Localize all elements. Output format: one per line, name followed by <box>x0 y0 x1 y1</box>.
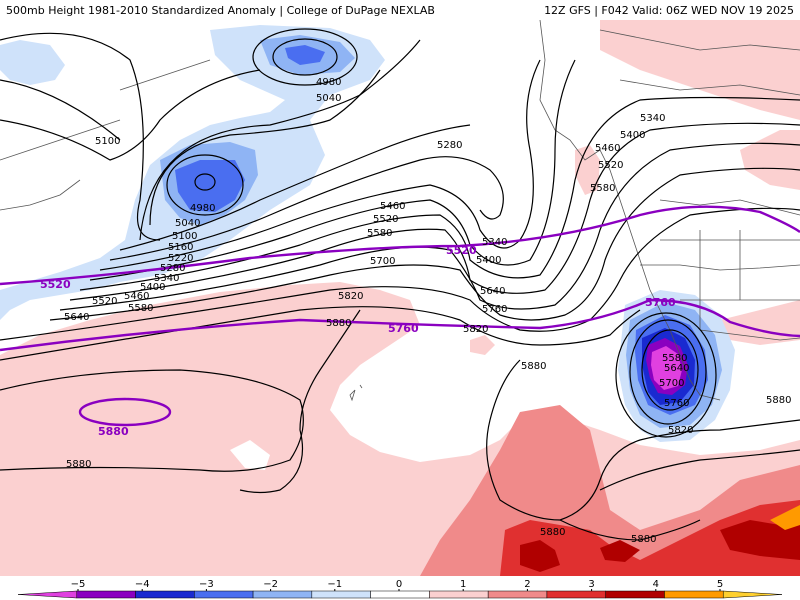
legend-swatch <box>252 590 313 599</box>
climatology-label: 5760 <box>388 322 419 335</box>
contour-label: 5640 <box>64 312 89 323</box>
contour-label: 5580 <box>367 228 392 239</box>
contour-label: 5040 <box>175 218 200 229</box>
contour-label: 5280 <box>160 263 185 274</box>
height-contours <box>0 28 800 541</box>
legend-swatch <box>311 590 371 599</box>
contour-label: 5100 <box>172 231 197 242</box>
legend-tick-label: 5 <box>717 579 723 590</box>
legend-swatch <box>487 590 548 599</box>
legend-tick-label: 4 <box>653 579 659 590</box>
legend-swatch <box>194 590 254 599</box>
legend-swatches <box>17 590 783 599</box>
legend-tick-label: 1 <box>460 579 466 590</box>
negative-anomaly-fill <box>0 25 735 442</box>
contour-label: 5520 <box>598 160 623 171</box>
climatology-label: 5760 <box>645 296 676 309</box>
contour-label: 5340 <box>482 237 507 248</box>
contour-label: 5400 <box>476 255 501 266</box>
contour-label: 5700 <box>370 256 395 267</box>
climatology-contours <box>0 205 800 427</box>
contour-label: 5580 <box>128 303 153 314</box>
height-contour-labels: 5100 4980 5040 4980 5040 5100 5160 5220 … <box>64 77 791 545</box>
color-scale-legend: −5 −4 −3 −2 −1 0 1 2 3 4 5 <box>0 576 800 600</box>
contour-label: 5880 <box>66 459 91 470</box>
contour-label: 5880 <box>766 395 791 406</box>
legend-swatch <box>76 590 136 599</box>
contour-label: 5460 <box>124 291 149 302</box>
legend-swatch <box>370 590 430 599</box>
contour-label: 5760 <box>664 398 689 409</box>
legend-swatch <box>722 590 783 599</box>
contour-label: 5880 <box>326 318 351 329</box>
contour-label: 5640 <box>480 286 505 297</box>
contour-label: 5820 <box>463 324 488 335</box>
anomaly-map: 5100 4980 5040 4980 5040 5100 5160 5220 … <box>0 20 800 576</box>
contour-label: 5880 <box>540 527 565 538</box>
climatology-label: 5520 <box>40 278 71 291</box>
legend-swatch <box>17 590 78 599</box>
legend-swatch <box>429 590 489 599</box>
legend-swatch <box>605 590 665 599</box>
contour-label: 5880 <box>631 534 656 545</box>
contour-label: 4980 <box>316 77 341 88</box>
contour-label: 5400 <box>620 130 645 141</box>
legend-tick-label: −4 <box>135 579 150 590</box>
legend-swatch <box>546 590 606 599</box>
climatology-contour-labels: 5520 5520 5760 5760 5880 <box>40 244 676 438</box>
climatology-label: 5520 <box>446 244 477 257</box>
contour-label: 5820 <box>338 291 363 302</box>
contour-label: 5700 <box>659 378 684 389</box>
contour-label: 5340 <box>640 113 665 124</box>
contour-label: 5520 <box>373 214 398 225</box>
legend-tick-label: 0 <box>396 579 402 590</box>
map-title: 500mb Height 1981-2010 Standardized Anom… <box>6 4 435 17</box>
contour-label: 5160 <box>168 242 193 253</box>
contour-label: 5640 <box>664 363 689 374</box>
legend-swatch <box>664 590 724 599</box>
contour-label: 5340 <box>154 273 179 284</box>
coastlines <box>0 20 800 402</box>
model-run-info: 12Z GFS | F042 Valid: 06Z WED NOV 19 202… <box>544 4 794 17</box>
contour-label: 5280 <box>437 140 462 151</box>
legend-tick-label: 3 <box>588 579 594 590</box>
contour-label: 4980 <box>190 203 215 214</box>
contour-label: 5400 <box>140 282 165 293</box>
header-bar: 500mb Height 1981-2010 Standardized Anom… <box>0 0 800 21</box>
contour-label: 5760 <box>482 304 507 315</box>
contour-label: 5460 <box>380 201 405 212</box>
legend-tick-label: −5 <box>71 579 86 590</box>
contour-label: 5220 <box>168 253 193 264</box>
legend-tick-label: −1 <box>327 579 342 590</box>
legend-swatch <box>135 590 195 599</box>
contour-label: 5580 <box>590 183 615 194</box>
climatology-label: 5880 <box>98 425 129 438</box>
contour-label: 5040 <box>316 93 341 104</box>
legend-tick-label: 2 <box>524 579 530 590</box>
contour-label: 5580 <box>662 353 687 364</box>
legend-tick-label: −3 <box>199 579 214 590</box>
legend-tick-label: −2 <box>263 579 278 590</box>
contour-label: 5520 <box>92 296 117 307</box>
contour-label: 5820 <box>668 425 693 436</box>
contour-label: 5460 <box>595 143 620 154</box>
legend-ticks: −5 −4 −3 −2 −1 0 1 2 3 4 5 <box>71 579 723 591</box>
contour-label: 5880 <box>521 361 546 372</box>
contour-label: 5100 <box>95 136 120 147</box>
